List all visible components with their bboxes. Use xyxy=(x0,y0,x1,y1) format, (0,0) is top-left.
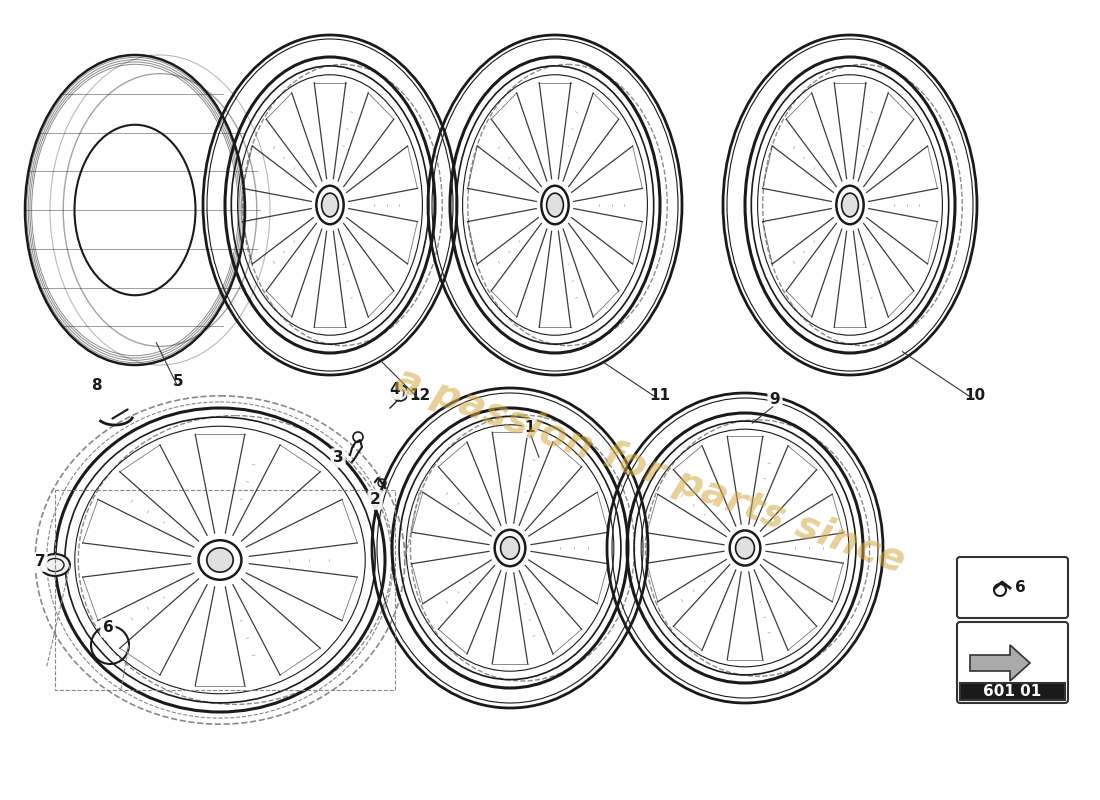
FancyBboxPatch shape xyxy=(957,622,1068,703)
Text: 6: 6 xyxy=(102,621,113,635)
Ellipse shape xyxy=(500,537,519,559)
Ellipse shape xyxy=(321,193,339,217)
FancyBboxPatch shape xyxy=(957,557,1068,618)
Ellipse shape xyxy=(547,193,563,217)
Text: 6: 6 xyxy=(1014,581,1025,595)
Text: 4: 4 xyxy=(389,382,400,398)
Circle shape xyxy=(392,385,408,401)
Bar xyxy=(960,683,1065,700)
Text: 12: 12 xyxy=(409,387,430,402)
Text: 9: 9 xyxy=(770,393,780,407)
Text: 5: 5 xyxy=(173,374,184,390)
Bar xyxy=(55,490,395,690)
Ellipse shape xyxy=(40,554,70,576)
Text: 601 01: 601 01 xyxy=(983,683,1041,698)
Text: a passion for parts since: a passion for parts since xyxy=(390,360,910,580)
Text: 1: 1 xyxy=(525,421,536,435)
Text: 10: 10 xyxy=(965,387,986,402)
Polygon shape xyxy=(970,645,1030,681)
Text: 11: 11 xyxy=(649,387,671,402)
Text: 2: 2 xyxy=(370,493,381,507)
Text: 3: 3 xyxy=(332,450,343,466)
Circle shape xyxy=(378,479,386,487)
Ellipse shape xyxy=(736,538,755,558)
Ellipse shape xyxy=(842,193,858,217)
Text: 7: 7 xyxy=(35,554,45,570)
Circle shape xyxy=(396,389,404,397)
Text: 8: 8 xyxy=(90,378,101,393)
Ellipse shape xyxy=(207,548,233,572)
